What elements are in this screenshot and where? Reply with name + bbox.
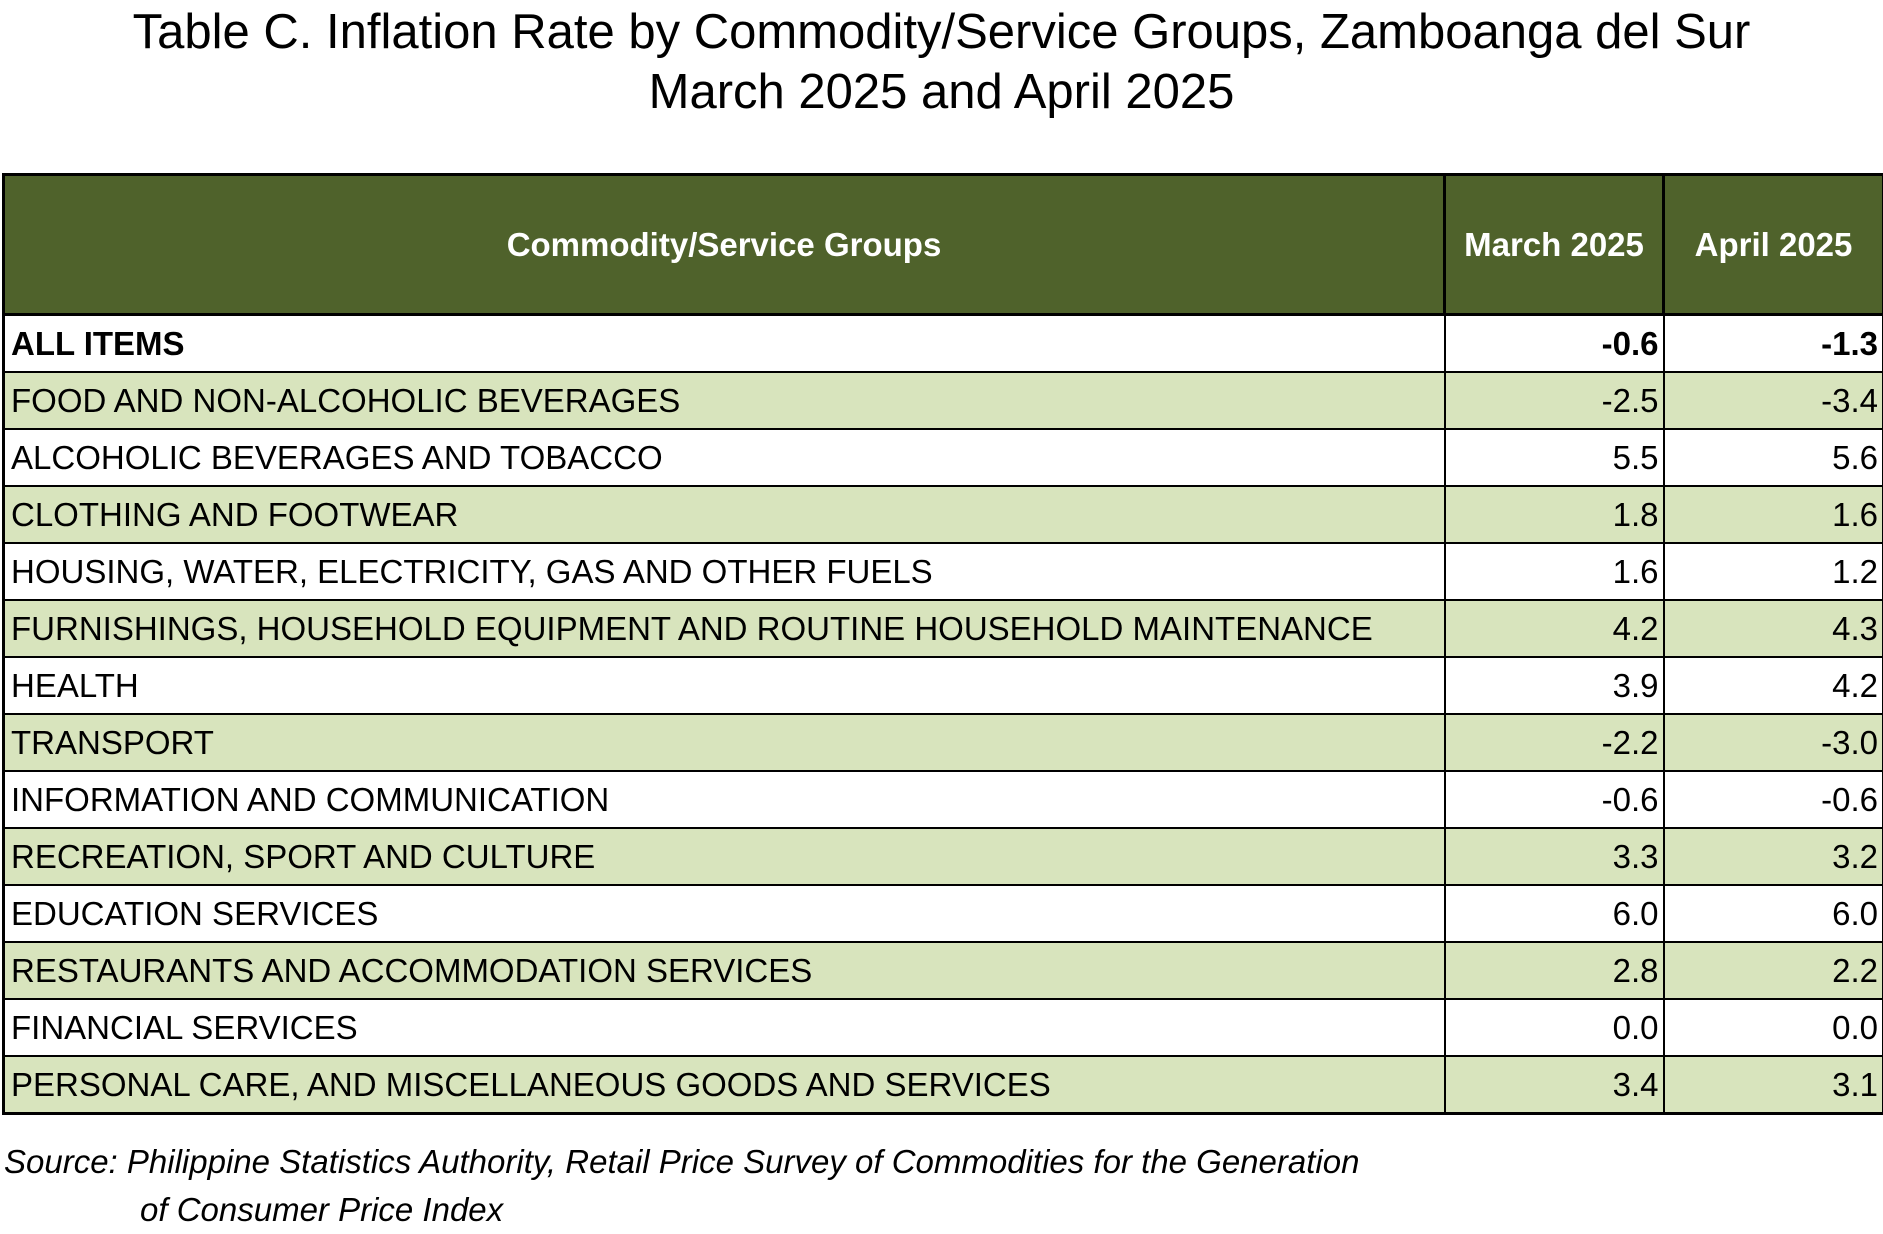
cell-march-2025: 3.3: [1445, 828, 1664, 885]
table-row: HOUSING, WATER, ELECTRICITY, GAS AND OTH…: [4, 543, 1883, 600]
cell-march-2025: 5.5: [1445, 429, 1664, 486]
cell-march-2025: 3.4: [1445, 1056, 1664, 1114]
cell-group: RESTAURANTS AND ACCOMMODATION SERVICES: [4, 942, 1445, 999]
header-row: Commodity/Service Groups March 2025 Apri…: [4, 175, 1883, 315]
cell-march-2025: 0.0: [1445, 999, 1664, 1056]
cell-group: ALCOHOLIC BEVERAGES AND TOBACCO: [4, 429, 1445, 486]
cell-march-2025: 3.9: [1445, 657, 1664, 714]
cell-april-2025: -3.0: [1664, 714, 1883, 771]
cell-april-2025: 0.0: [1664, 999, 1883, 1056]
cell-april-2025: 1.6: [1664, 486, 1883, 543]
cell-march-2025: 1.6: [1445, 543, 1664, 600]
source-note: Source: Philippine Statistics Authority,…: [4, 1138, 1359, 1234]
cell-april-2025: 1.2: [1664, 543, 1883, 600]
source-line-2: of Consumer Price Index: [4, 1186, 1359, 1234]
source-line-1: Source: Philippine Statistics Authority,…: [4, 1138, 1359, 1186]
cell-march-2025: -2.2: [1445, 714, 1664, 771]
cell-april-2025: -1.3: [1664, 315, 1883, 373]
cell-march-2025: -0.6: [1445, 315, 1664, 373]
cell-april-2025: 5.6: [1664, 429, 1883, 486]
cell-group: FOOD AND NON-ALCOHOLIC BEVERAGES: [4, 372, 1445, 429]
header-commodity-groups: Commodity/Service Groups: [4, 175, 1445, 315]
cell-group: HEALTH: [4, 657, 1445, 714]
cell-group: EDUCATION SERVICES: [4, 885, 1445, 942]
cell-april-2025: 4.3: [1664, 600, 1883, 657]
header-march-2025: March 2025: [1445, 175, 1664, 315]
cell-group: PERSONAL CARE, AND MISCELLANEOUS GOODS A…: [4, 1056, 1445, 1114]
cell-march-2025: 2.8: [1445, 942, 1664, 999]
cell-march-2025: -0.6: [1445, 771, 1664, 828]
header-april-2025: April 2025: [1664, 175, 1883, 315]
cell-group: HOUSING, WATER, ELECTRICITY, GAS AND OTH…: [4, 543, 1445, 600]
cell-group: FINANCIAL SERVICES: [4, 999, 1445, 1056]
cell-group: CLOTHING AND FOOTWEAR: [4, 486, 1445, 543]
cell-group: RECREATION, SPORT AND CULTURE: [4, 828, 1445, 885]
inflation-table: Commodity/Service Groups March 2025 Apri…: [2, 173, 1883, 1115]
cell-march-2025: 1.8: [1445, 486, 1664, 543]
table-row: PERSONAL CARE, AND MISCELLANEOUS GOODS A…: [4, 1056, 1883, 1114]
cell-group: TRANSPORT: [4, 714, 1445, 771]
cell-april-2025: 2.2: [1664, 942, 1883, 999]
cell-april-2025: 3.2: [1664, 828, 1883, 885]
cell-march-2025: -2.5: [1445, 372, 1664, 429]
cell-group: ALL ITEMS: [4, 315, 1445, 373]
cell-march-2025: 6.0: [1445, 885, 1664, 942]
cell-march-2025: 4.2: [1445, 600, 1664, 657]
cell-april-2025: 6.0: [1664, 885, 1883, 942]
table-row-total: ALL ITEMS-0.6-1.3: [4, 315, 1883, 373]
table-row: TRANSPORT-2.2-3.0: [4, 714, 1883, 771]
cell-group: FURNISHINGS, HOUSEHOLD EQUIPMENT AND ROU…: [4, 600, 1445, 657]
cell-group: INFORMATION AND COMMUNICATION: [4, 771, 1445, 828]
cell-april-2025: 4.2: [1664, 657, 1883, 714]
table-row: FOOD AND NON-ALCOHOLIC BEVERAGES-2.5-3.4: [4, 372, 1883, 429]
table-row: INFORMATION AND COMMUNICATION-0.6-0.6: [4, 771, 1883, 828]
cell-april-2025: -0.6: [1664, 771, 1883, 828]
title-line-2: March 2025 and April 2025: [0, 62, 1883, 122]
table-row: FURNISHINGS, HOUSEHOLD EQUIPMENT AND ROU…: [4, 600, 1883, 657]
table-title: Table C. Inflation Rate by Commodity/Ser…: [0, 2, 1883, 122]
title-line-1: Table C. Inflation Rate by Commodity/Ser…: [0, 2, 1883, 62]
cell-april-2025: 3.1: [1664, 1056, 1883, 1114]
cell-april-2025: -3.4: [1664, 372, 1883, 429]
